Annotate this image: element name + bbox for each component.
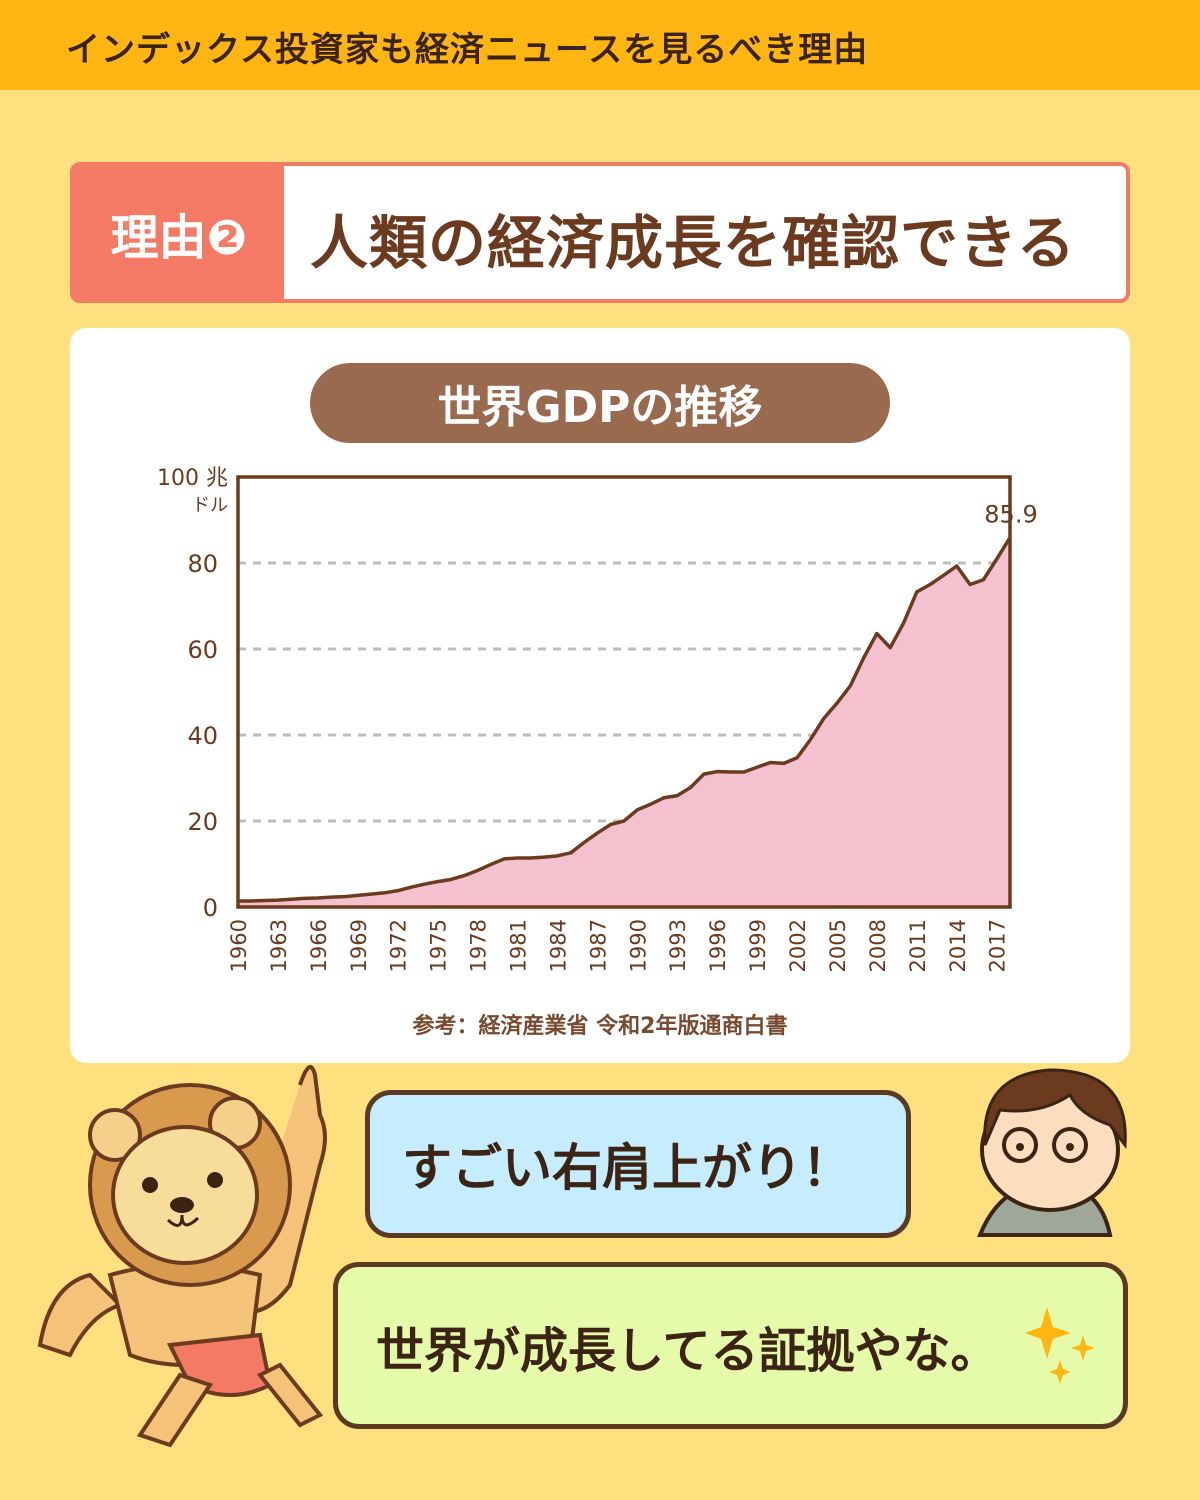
x-tick-label: 1972 xyxy=(387,919,411,972)
man-speech-bubble: すごい右肩上がり！ xyxy=(365,1090,911,1238)
lion-speech-text: 世界が成長してる証拠やな。 xyxy=(376,1322,999,1379)
y-tick-label: 60 xyxy=(187,636,218,664)
y-axis-label: 100 兆 xyxy=(157,466,228,491)
source-note: 参考：経済産業省 令和2年版通商白書 xyxy=(412,1014,788,1039)
chart-title: 世界GDPの推移 xyxy=(310,363,890,443)
reason-heading: 人類の経済成長を確認できる xyxy=(310,209,1076,277)
x-tick-label: 1987 xyxy=(586,919,610,972)
x-tick-label: 1969 xyxy=(347,919,371,972)
x-tick-label: 1978 xyxy=(467,919,491,972)
page-title: インデックス投資家も経済ニュースを見るべき理由 xyxy=(66,30,869,70)
x-tick-label: 1996 xyxy=(706,919,730,972)
plot-frame xyxy=(236,475,1012,909)
x-tick-label: 1975 xyxy=(427,919,451,972)
x-tick-label: 2014 xyxy=(946,919,970,972)
lion-speech-bubble: 世界が成長してる証拠やな。 xyxy=(333,1262,1128,1429)
reason-tag: 理由❷ xyxy=(74,166,284,299)
x-tick-label: 1963 xyxy=(267,919,291,972)
x-tick-label: 2011 xyxy=(906,919,930,972)
x-tick-label: 1990 xyxy=(626,919,650,972)
x-tick-label: 2005 xyxy=(826,919,850,972)
x-tick-label: 1993 xyxy=(666,919,690,972)
x-tick-label: 2002 xyxy=(786,919,810,972)
x-tick-label: 2008 xyxy=(866,919,890,972)
gdp-line xyxy=(238,536,1012,903)
y-tick-label: 20 xyxy=(187,808,218,836)
x-tick-label: 2017 xyxy=(986,919,1010,972)
sparkle-icon xyxy=(1025,1307,1095,1384)
x-tick-label: 1984 xyxy=(546,919,570,972)
last-value-label: 85.9 xyxy=(984,501,1037,529)
top-banner: インデックス投資家も経済ニュースを見るべき理由 xyxy=(0,0,1200,90)
y-tick-label: 40 xyxy=(187,722,218,750)
x-tick-label: 1960 xyxy=(227,919,251,972)
x-tick-label: 1999 xyxy=(746,919,770,972)
man-character-illustration xyxy=(977,1068,1127,1237)
lion-character-illustration xyxy=(37,1065,327,1448)
y-tick-label: 80 xyxy=(187,550,218,578)
y-tick-label: 0 xyxy=(203,894,218,922)
man-speech-text: すごい右肩上がり！ xyxy=(402,1139,852,1197)
x-tick-label: 1966 xyxy=(307,919,331,972)
x-tick-label: 1981 xyxy=(507,919,531,972)
gdp-chart: 100 兆 ドル 0 20 40 60 80 1960 1963 1966 1969 1972 19… xyxy=(157,466,1038,972)
reason-box: 理由❷ 人類の経済成長を確認できる xyxy=(70,162,1130,303)
y-axis-label-unit: ドル xyxy=(192,495,228,516)
gdp-area xyxy=(238,537,1010,907)
